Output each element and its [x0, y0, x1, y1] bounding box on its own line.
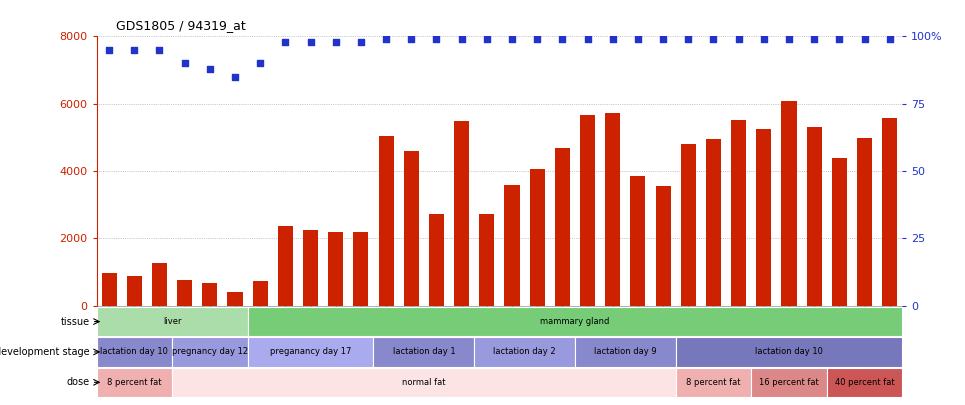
- Point: [428, 36, 444, 43]
- Bar: [505, 185, 519, 306]
- Text: 8 percent fat: 8 percent fat: [686, 378, 741, 387]
- Bar: [832, 158, 847, 306]
- Point: [580, 36, 595, 43]
- Text: 8 percent fat: 8 percent fat: [107, 378, 161, 387]
- Bar: [253, 281, 267, 306]
- Point: [378, 36, 394, 43]
- Text: GDS1805 / 94319_at: GDS1805 / 94319_at: [116, 19, 245, 32]
- Bar: [705, 139, 721, 306]
- Bar: [827, 368, 902, 397]
- Text: 40 percent fat: 40 percent fat: [835, 378, 895, 387]
- Bar: [378, 136, 394, 306]
- Text: lactation day 10: lactation day 10: [100, 347, 168, 356]
- Bar: [152, 263, 167, 306]
- Text: liver: liver: [163, 317, 181, 326]
- Bar: [782, 101, 796, 306]
- Bar: [96, 368, 172, 397]
- Bar: [248, 337, 373, 367]
- Bar: [126, 277, 142, 306]
- Bar: [480, 214, 494, 306]
- Text: development stage: development stage: [0, 347, 90, 357]
- Point: [680, 36, 696, 43]
- Bar: [303, 230, 318, 306]
- Text: pregnancy day 12: pregnancy day 12: [172, 347, 248, 356]
- Bar: [96, 337, 172, 367]
- Point: [857, 36, 872, 43]
- Text: mammary gland: mammary gland: [540, 317, 610, 326]
- Text: lactation day 9: lactation day 9: [594, 347, 656, 356]
- Bar: [328, 232, 344, 306]
- Point: [505, 36, 520, 43]
- Bar: [575, 337, 676, 367]
- Bar: [403, 151, 419, 306]
- Point: [454, 36, 469, 43]
- Point: [152, 47, 167, 53]
- Bar: [807, 127, 822, 306]
- Text: preganancy day 17: preganancy day 17: [270, 347, 351, 356]
- Bar: [655, 186, 671, 306]
- Bar: [530, 169, 544, 306]
- Bar: [680, 144, 696, 306]
- Point: [655, 36, 671, 43]
- Point: [202, 66, 217, 72]
- Text: lactation day 10: lactation day 10: [755, 347, 823, 356]
- Point: [605, 36, 620, 43]
- Point: [807, 36, 822, 43]
- Bar: [676, 368, 751, 397]
- Text: normal fat: normal fat: [402, 378, 446, 387]
- Point: [328, 38, 344, 45]
- Point: [228, 74, 243, 80]
- Point: [303, 38, 318, 45]
- Point: [126, 47, 142, 53]
- Bar: [676, 337, 902, 367]
- Point: [353, 38, 369, 45]
- Point: [705, 36, 721, 43]
- Text: lactation day 1: lactation day 1: [393, 347, 455, 356]
- Bar: [172, 337, 248, 367]
- Point: [101, 47, 117, 53]
- Text: 16 percent fat: 16 percent fat: [759, 378, 819, 387]
- Bar: [353, 232, 369, 306]
- Point: [555, 36, 570, 43]
- Bar: [373, 337, 474, 367]
- Bar: [96, 307, 248, 336]
- Bar: [101, 273, 117, 306]
- Bar: [177, 280, 192, 306]
- Point: [630, 36, 646, 43]
- Point: [731, 36, 746, 43]
- Bar: [474, 337, 575, 367]
- Point: [479, 36, 494, 43]
- Text: dose: dose: [67, 377, 90, 387]
- Bar: [172, 368, 676, 397]
- Bar: [857, 138, 872, 306]
- Bar: [248, 307, 902, 336]
- Text: lactation day 2: lactation day 2: [493, 347, 556, 356]
- Bar: [580, 115, 595, 306]
- Point: [177, 60, 192, 66]
- Point: [782, 36, 797, 43]
- Bar: [555, 148, 570, 306]
- Point: [278, 38, 293, 45]
- Point: [403, 36, 419, 43]
- Point: [882, 36, 897, 43]
- Bar: [455, 121, 469, 306]
- Point: [832, 36, 847, 43]
- Bar: [630, 176, 646, 306]
- Bar: [731, 119, 746, 306]
- Point: [756, 36, 771, 43]
- Bar: [278, 226, 293, 306]
- Bar: [605, 113, 620, 306]
- Point: [253, 60, 268, 66]
- Bar: [428, 214, 444, 306]
- Bar: [228, 292, 242, 306]
- Bar: [751, 368, 827, 397]
- Point: [530, 36, 545, 43]
- Text: tissue: tissue: [61, 317, 90, 326]
- Bar: [882, 118, 897, 306]
- Bar: [203, 283, 217, 306]
- Bar: [757, 129, 771, 306]
